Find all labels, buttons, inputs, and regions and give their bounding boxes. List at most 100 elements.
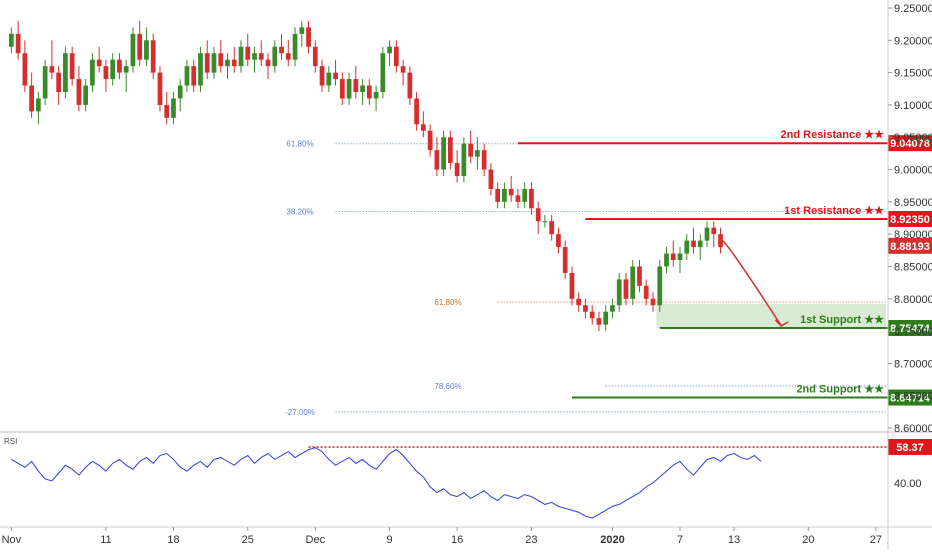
x-tick-label: 13 xyxy=(728,534,740,546)
candle-body xyxy=(353,79,359,92)
candle-body xyxy=(117,59,122,73)
candle-body xyxy=(198,53,203,86)
candle-body xyxy=(90,59,95,86)
candle-body xyxy=(191,66,197,86)
level-price-label: 8.75474 xyxy=(890,323,931,335)
candle-body xyxy=(63,53,68,92)
candle-body xyxy=(650,298,656,306)
y-tick-label: 8.95000 xyxy=(894,197,932,209)
candle-body xyxy=(616,279,622,306)
fib-label: -27.00% xyxy=(285,408,315,417)
candle-body xyxy=(56,72,62,92)
candle-body xyxy=(407,72,413,99)
level-price-badge xyxy=(888,210,932,227)
y-tick-label: 8.90000 xyxy=(894,229,932,241)
candle-body xyxy=(360,85,365,92)
y-tick-label: 8.65000 xyxy=(894,391,932,403)
x-tick-label: Nov xyxy=(2,534,22,546)
candle-body xyxy=(562,247,568,273)
candle-body xyxy=(184,66,190,86)
y-tick-label: 9.20000 xyxy=(894,35,932,47)
candle-body xyxy=(346,79,352,99)
candle-body xyxy=(542,221,548,223)
x-tick-label: 7 xyxy=(677,534,683,546)
candle-body xyxy=(414,98,419,125)
candle-body xyxy=(333,72,338,80)
candle-body xyxy=(96,59,102,67)
candle-body xyxy=(36,98,41,112)
candle-body xyxy=(258,53,264,60)
candle-body xyxy=(596,318,602,325)
candle-body xyxy=(292,33,298,60)
candle-body xyxy=(697,240,703,248)
candle-body xyxy=(589,311,595,319)
fib-label: 38.20% xyxy=(286,208,313,217)
candle-body xyxy=(549,221,555,235)
candle-body xyxy=(461,143,467,176)
candle-body xyxy=(177,85,183,99)
candle-body xyxy=(400,66,406,73)
candle-body xyxy=(218,53,224,67)
candle-body xyxy=(245,46,251,60)
candle-body xyxy=(427,130,433,151)
candle-body xyxy=(373,92,379,99)
candle-body xyxy=(299,27,305,34)
candle-body xyxy=(475,150,480,157)
projection-arrow xyxy=(722,239,789,327)
candle-body xyxy=(231,59,237,67)
candle-body xyxy=(583,305,588,312)
y-tick-label: 9.00000 xyxy=(894,165,932,177)
rsi-tick-label: 40.00 xyxy=(894,478,922,490)
x-tick-label: 16 xyxy=(451,534,463,546)
candle-body xyxy=(576,298,582,306)
candle-body xyxy=(434,150,440,170)
candle-body xyxy=(691,240,696,248)
level-price-label: 8.64714 xyxy=(890,393,931,405)
candle-body xyxy=(42,66,48,99)
candle-body xyxy=(420,124,426,131)
level-price-label: 9.04078 xyxy=(890,138,930,150)
candle-body xyxy=(502,188,507,202)
current-price-label: 8.88193 xyxy=(890,241,930,253)
candles-layer xyxy=(9,20,723,332)
candle-body xyxy=(468,143,474,157)
x-tick-label: 2020 xyxy=(600,534,624,546)
y-tick-label: 9.05000 xyxy=(894,132,932,144)
candle-body xyxy=(637,266,642,286)
candle-body xyxy=(643,285,649,299)
x-tick-label: 25 xyxy=(242,534,254,546)
arrow-shaft xyxy=(722,239,782,327)
candle-body xyxy=(15,33,21,54)
current-price-badge xyxy=(888,237,932,254)
y-tick-label: 8.75000 xyxy=(894,326,932,338)
candle-body xyxy=(83,85,89,105)
candle-body xyxy=(481,150,487,170)
candle-body xyxy=(718,234,723,248)
candle-body xyxy=(610,305,615,312)
x-tick-label: 23 xyxy=(525,534,537,546)
candle-body xyxy=(393,46,399,67)
candle-body xyxy=(252,53,257,60)
candle-body xyxy=(265,59,271,67)
rsi-level-badge xyxy=(888,438,932,455)
y-tick-label: 8.85000 xyxy=(894,261,932,273)
candle-body xyxy=(339,79,345,99)
candle-body xyxy=(123,66,129,73)
rsi-level-label: 58.37 xyxy=(896,442,924,454)
candle-body xyxy=(684,240,690,254)
candle-body xyxy=(488,169,494,189)
fib-label: 61.80% xyxy=(286,140,313,149)
support-zone xyxy=(656,303,886,328)
candle-body xyxy=(319,66,325,86)
y-tick-label: 8.70000 xyxy=(894,358,932,370)
candle-body xyxy=(495,188,501,202)
candle-body xyxy=(130,33,136,67)
candle-body xyxy=(211,53,217,73)
candle-body xyxy=(49,66,55,73)
candle-body xyxy=(22,53,28,86)
candle-body xyxy=(704,227,710,241)
candle-body xyxy=(150,40,156,73)
candle-body xyxy=(29,85,35,112)
